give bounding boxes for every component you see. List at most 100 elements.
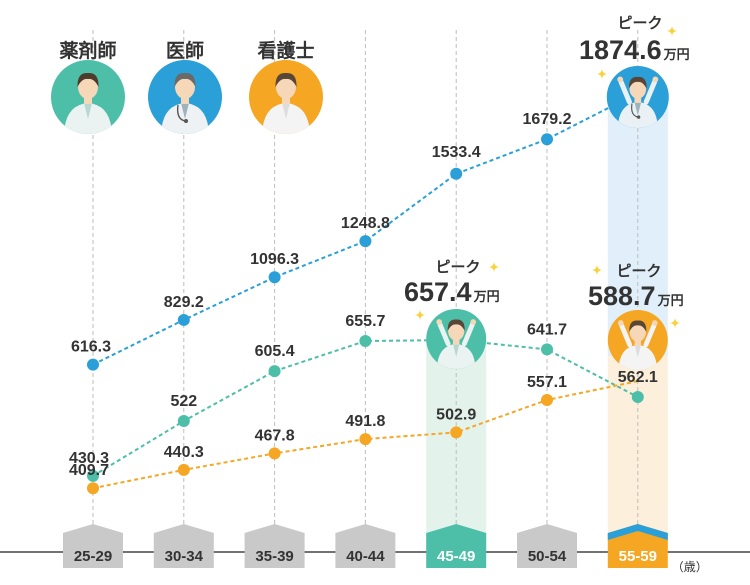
arm: [437, 321, 451, 347]
data-point: [359, 235, 372, 248]
data-label: 467.8: [255, 427, 295, 444]
arm: [619, 322, 633, 348]
data-point: [177, 463, 190, 476]
shirt: [452, 343, 460, 357]
x-tick-box-accent: [607, 524, 668, 540]
data-label: 440.3: [164, 444, 204, 461]
x-tick-box: [335, 524, 396, 568]
hair: [629, 320, 647, 332]
data-point: [541, 133, 553, 146]
data-label: 1096.3: [250, 251, 299, 268]
x-tick-box: [426, 524, 487, 568]
x-axis-unit: （歳）: [672, 560, 708, 574]
x-axis-ticks: 25-29 30-34 35-39 40-44 45-49 50-54 55-59 （歳）: [63, 524, 708, 574]
peak-value: 657.4 万円: [404, 277, 500, 307]
hair: [447, 319, 465, 331]
x-tick-label: 30-34: [165, 548, 204, 565]
peak-avatar-doctor: [606, 66, 669, 128]
data-label: 655.7: [345, 313, 385, 330]
x-tick-label: 50-54: [528, 548, 567, 565]
hand: [617, 76, 624, 83]
peak-number: 588.7: [588, 281, 656, 311]
data-label: 1533.4: [432, 144, 481, 161]
x-tick-label: 25-29: [74, 548, 112, 565]
data-label: 557.1: [527, 374, 567, 391]
arm: [461, 321, 475, 347]
data-point: [268, 271, 281, 284]
data-point: [359, 335, 372, 348]
shirt: [282, 103, 290, 119]
x-tick-box: [153, 524, 214, 568]
doctor-icon: [148, 60, 222, 134]
sparkle-icon: [596, 68, 608, 80]
data-point: [87, 482, 99, 495]
face: [78, 75, 98, 99]
data-label: 1248.8: [341, 215, 390, 232]
x-tick-box: [63, 524, 123, 568]
peak-avatar-pharmacist: [426, 309, 487, 369]
shirt: [181, 103, 189, 119]
avatars: [426, 66, 669, 370]
face: [629, 78, 647, 99]
peak-label: ピーク: [435, 258, 480, 276]
peak-unit: 万円: [473, 290, 500, 305]
hair: [275, 72, 297, 87]
peak-label: ピーク: [617, 14, 662, 32]
data-point: [177, 313, 190, 326]
stethoscope: [631, 103, 638, 118]
data-point: [450, 167, 463, 180]
coat: [436, 343, 476, 369]
coat: [64, 103, 112, 134]
face: [629, 322, 646, 342]
coat: [262, 103, 310, 134]
data-point: [359, 433, 372, 446]
legend-label: 薬剤師: [58, 39, 116, 62]
series-points: [87, 133, 644, 495]
data-point: [268, 365, 281, 378]
hand: [470, 319, 477, 325]
data-point: [541, 343, 553, 356]
data-label: 502.9: [436, 406, 476, 423]
x-tick-box: [244, 524, 305, 568]
x-tick-label: 45-49: [437, 548, 475, 565]
stethoscope-head: [636, 115, 641, 119]
arm: [643, 79, 658, 105]
data-label: 829.2: [164, 294, 204, 311]
data-label: 491.8: [345, 413, 385, 430]
hair: [628, 76, 647, 89]
face: [175, 75, 195, 99]
legend-label: 看護士: [256, 39, 314, 62]
face: [448, 321, 465, 341]
x-tick-label: 35-39: [255, 548, 293, 565]
peak-number: 1874.6: [579, 35, 662, 65]
peak-value: 588.7 万円: [588, 281, 684, 311]
neck: [181, 95, 189, 104]
data-label: 522: [170, 393, 197, 410]
x-tick-box: [517, 524, 577, 568]
shirt: [84, 103, 92, 119]
legend-label: 医師: [166, 39, 204, 62]
data-label: 616.3: [71, 339, 111, 356]
data-point: [177, 415, 190, 428]
hand: [651, 320, 658, 326]
peak-value: 1874.6 万円: [579, 35, 690, 65]
data-label: 562.1: [618, 369, 658, 386]
data-label: 641.7: [527, 321, 567, 338]
data-label: 605.4: [255, 343, 295, 360]
peak-unit: 万円: [657, 294, 684, 309]
sparkle-icon: [591, 264, 603, 276]
data-label: 1679.2: [523, 111, 572, 128]
peak-avatar-nurse: [607, 310, 668, 370]
data-point: [268, 447, 281, 460]
neck: [634, 338, 642, 346]
x-tick-label: 40-44: [346, 548, 385, 565]
data-point: [631, 391, 644, 404]
peak-unit: 万円: [663, 48, 690, 63]
sparkle-icon: [669, 317, 681, 329]
data-point: [541, 394, 553, 407]
arm: [643, 322, 657, 348]
coat: [618, 344, 658, 370]
